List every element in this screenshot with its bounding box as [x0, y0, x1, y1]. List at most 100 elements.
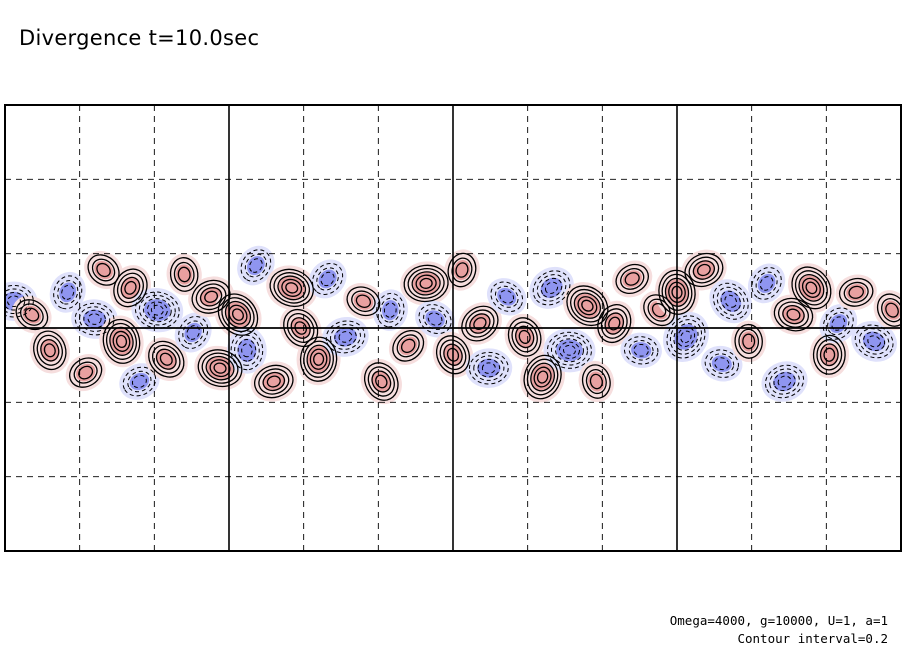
positive-contour: [191, 279, 231, 314]
negative-contour: [764, 364, 805, 399]
negative-contour: [751, 267, 782, 300]
negative-contour: [854, 324, 894, 359]
positive-core: [692, 260, 716, 280]
positive-contour: [115, 334, 128, 348]
negative-core: [425, 310, 445, 328]
negative-core: [773, 371, 796, 392]
negative-core: [477, 358, 501, 378]
positive-contour: [838, 277, 874, 307]
negative-contour: [186, 325, 200, 340]
negative-contour: [87, 313, 102, 325]
positive-contour: [221, 297, 255, 333]
positive-contour: [273, 272, 311, 304]
positive-contour: [447, 252, 477, 288]
negative-contour: [418, 304, 452, 335]
positive-contour: [371, 370, 392, 393]
negative-contour: [712, 282, 749, 320]
plot-frame: [4, 104, 902, 552]
positive-contour: [96, 262, 111, 278]
positive-contour: [885, 302, 899, 318]
negative-contour: [532, 270, 571, 306]
negative-contour: [540, 277, 563, 298]
positive-contour: [419, 277, 433, 289]
negative-contour: [546, 331, 592, 369]
positive-contour: [530, 362, 556, 392]
negative-contour: [6, 295, 21, 308]
positive-contour: [254, 364, 294, 399]
positive-contour: [597, 304, 632, 344]
positive-contour: [228, 304, 248, 325]
negative-contour: [178, 315, 209, 349]
negative-core: [129, 372, 150, 391]
positive-contour: [294, 321, 307, 335]
chart-title: Divergence t=10.0sec: [19, 26, 260, 50]
positive-contour: [816, 339, 843, 371]
positive-contour: [585, 368, 607, 395]
positive-contour: [581, 299, 594, 312]
positive-contour: [668, 281, 686, 303]
negative-contour: [237, 339, 257, 362]
negative-core: [144, 299, 171, 322]
negative-contour: [773, 372, 796, 392]
positive-contour: [159, 352, 173, 366]
negative-contour: [550, 335, 588, 366]
positive-contour: [102, 318, 141, 364]
negative-contour: [666, 315, 706, 359]
contour-fills: [5, 245, 901, 405]
negative-core: [247, 256, 265, 276]
negative-contour: [320, 271, 335, 287]
positive-contour: [281, 278, 303, 297]
positive-contour: [738, 328, 760, 355]
negative-core: [497, 287, 517, 306]
negative-core: [333, 327, 358, 347]
positive-contour: [661, 273, 693, 311]
positive-contour: [615, 263, 649, 295]
negative-contour: [777, 375, 792, 388]
positive-contour: [671, 285, 683, 299]
negative-contour: [330, 323, 361, 350]
negative-contour: [680, 330, 692, 344]
positive-contour: [507, 317, 542, 357]
positive-contour: [692, 260, 716, 280]
negative-contour: [716, 286, 745, 316]
negative-contour: [673, 322, 699, 351]
negative-contour: [759, 276, 774, 291]
positive-contour: [151, 344, 181, 374]
positive-contour: [396, 334, 420, 358]
positive-contour: [435, 335, 471, 375]
positive-core: [371, 370, 392, 393]
negative-contour: [554, 338, 584, 363]
negative-contour: [122, 366, 157, 397]
negative-contour: [5, 284, 34, 318]
negative-core: [757, 273, 776, 293]
negative-contour: [536, 274, 567, 302]
negative-contour: [822, 307, 854, 340]
positive-contour: [511, 321, 538, 353]
negative-contour: [468, 351, 509, 385]
negative-core: [318, 269, 337, 289]
negative-core: [237, 338, 257, 362]
positive-contour: [791, 266, 832, 310]
positive-contour: [812, 334, 846, 375]
positive-contour: [451, 257, 473, 283]
negative-contour: [558, 341, 580, 359]
positive-contour: [608, 316, 621, 331]
positive-contour: [581, 364, 611, 399]
negative-contour: [863, 331, 886, 351]
positive-core: [94, 260, 113, 280]
negative-contour: [142, 298, 172, 323]
positive-core: [120, 276, 141, 300]
positive-contour: [411, 271, 441, 296]
positive-contour: [213, 362, 227, 374]
positive-contour: [269, 268, 314, 308]
negative-contour: [628, 340, 654, 361]
negative-contour: [134, 291, 180, 329]
positive-contour: [266, 375, 281, 388]
positive-core: [40, 338, 60, 362]
negative-contour: [230, 330, 264, 371]
negative-contour: [562, 344, 576, 356]
negative-contour: [57, 280, 79, 305]
positive-contour: [40, 339, 60, 362]
positive-contour: [566, 285, 609, 327]
